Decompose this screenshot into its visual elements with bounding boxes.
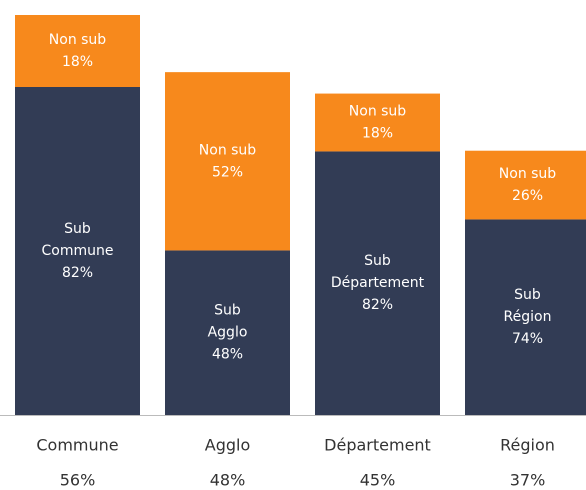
bar-segment	[15, 87, 140, 415]
segment-value: 26%	[512, 188, 543, 204]
bar-segment	[165, 72, 290, 251]
segment-category: Commune	[42, 243, 114, 259]
segment-name: Non sub	[49, 32, 107, 48]
total-label: 56%	[60, 471, 96, 490]
segment-name: Sub	[364, 253, 391, 269]
segment-name: Sub	[514, 287, 541, 303]
category-label: Département	[324, 436, 431, 455]
segment-name: Non sub	[349, 104, 407, 120]
segment-value: 52%	[212, 164, 243, 180]
segment-category: Agglo	[208, 325, 248, 341]
segment-value: 18%	[362, 126, 393, 142]
total-label: 48%	[210, 471, 246, 490]
segment-name: Sub	[64, 221, 91, 237]
total-label: 37%	[510, 471, 546, 490]
segment-value: 74%	[512, 331, 543, 347]
category-label: Agglo	[205, 436, 251, 455]
total-label: 45%	[360, 471, 396, 490]
bar-segment	[465, 219, 586, 415]
bar-segment	[165, 250, 290, 415]
segment-name: Non sub	[499, 166, 557, 182]
segment-value: 48%	[212, 347, 243, 363]
segment-category: Département	[331, 275, 425, 291]
category-label: Région	[500, 436, 555, 455]
bar-segment	[315, 151, 440, 415]
segment-value: 18%	[62, 54, 93, 70]
bar-segment	[15, 15, 140, 87]
segment-value: 82%	[362, 297, 393, 313]
bar-segment	[315, 93, 440, 152]
segment-name: Sub	[214, 303, 241, 319]
bar-segment	[465, 150, 586, 220]
segment-category: Région	[504, 309, 552, 325]
segment-value: 82%	[62, 265, 93, 281]
category-label: Commune	[36, 436, 118, 455]
segment-name: Non sub	[199, 142, 257, 158]
